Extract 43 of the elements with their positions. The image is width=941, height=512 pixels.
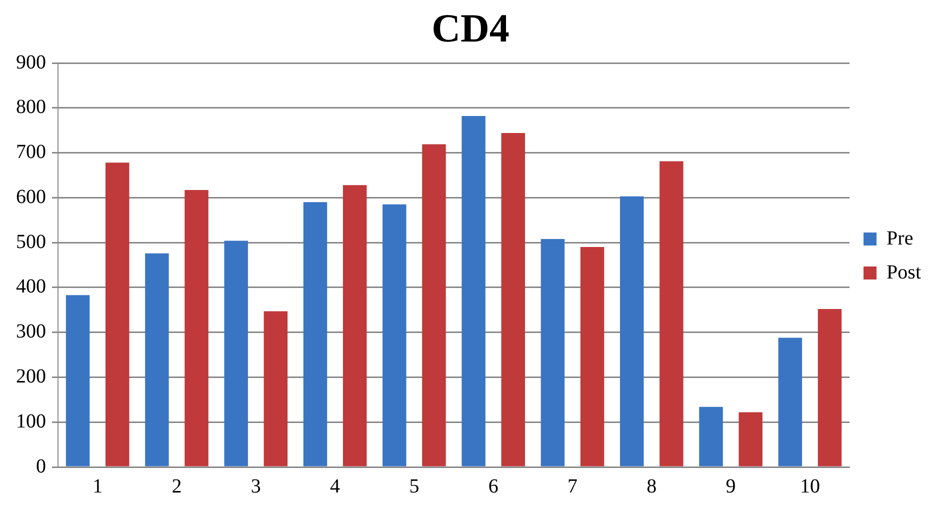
- bar: [264, 311, 288, 466]
- x-tick-label: 1: [92, 475, 103, 498]
- bar: [382, 204, 406, 466]
- x-tick-label: 5: [409, 475, 420, 498]
- bar: [818, 308, 842, 466]
- y-tick-label: 0: [36, 455, 46, 478]
- x-tick-label: 9: [726, 475, 736, 498]
- bar: [66, 295, 90, 466]
- bar: [620, 196, 644, 466]
- bar: [224, 240, 248, 466]
- x-tick-label: 3: [250, 475, 261, 498]
- bar: [540, 238, 565, 466]
- y-tick-label: 900: [16, 51, 46, 74]
- legend-label: Pre: [886, 227, 914, 250]
- bar: [738, 412, 762, 466]
- bar: [778, 338, 802, 466]
- x-tick-label: 6: [488, 475, 498, 498]
- x-tick-label: 4: [330, 475, 340, 498]
- y-tick-label: 600: [16, 186, 46, 208]
- bar: [462, 116, 486, 466]
- legend-label: Post: [886, 261, 922, 284]
- y-tick-label: 100: [16, 410, 46, 432]
- y-tick-label: 300: [16, 320, 46, 343]
- bar: [580, 247, 604, 466]
- x-tick-label: 2: [172, 475, 182, 498]
- bar: [660, 161, 684, 466]
- bar: [105, 162, 130, 466]
- chart-title: CD4: [432, 5, 510, 50]
- x-tick-label: 7: [568, 475, 578, 498]
- y-tick-label: 700: [16, 141, 46, 164]
- bar: [184, 190, 208, 466]
- y-tick-label: 200: [16, 365, 46, 388]
- y-tick-label: 400: [16, 276, 46, 298]
- bar: [342, 185, 367, 466]
- x-tick-label: 8: [646, 475, 657, 498]
- bar: [501, 133, 526, 466]
- x-tick-label: 10: [800, 475, 820, 498]
- bar: [303, 202, 328, 466]
- y-tick-label: 800: [16, 96, 46, 118]
- y-tick-label: 500: [16, 230, 46, 253]
- bar: [145, 253, 169, 466]
- bar: [699, 406, 723, 466]
- bar: [422, 144, 446, 466]
